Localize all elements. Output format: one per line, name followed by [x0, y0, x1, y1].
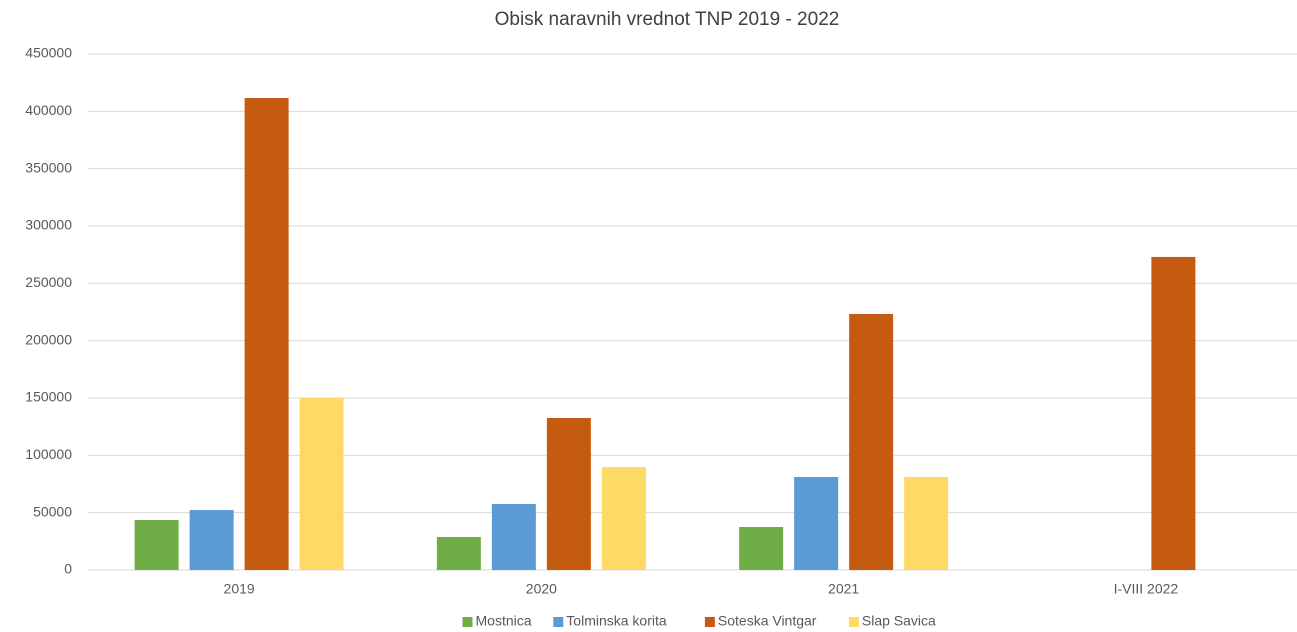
bar: [436, 536, 481, 570]
x-tick-label: 2019: [224, 581, 255, 597]
legend-swatch: [462, 617, 473, 627]
legend-label: Tolminska korita: [566, 613, 667, 629]
bar: [849, 313, 894, 570]
x-tick-label: I-VIII 2022: [1114, 581, 1179, 597]
y-tick-label: 200000: [25, 331, 72, 347]
chart-title: Obisk naravnih vrednot TNP 2019 - 2022: [495, 9, 840, 30]
legend-swatch: [704, 617, 715, 627]
y-tick-label: 0: [64, 561, 72, 577]
x-tick-label: 2021: [828, 581, 859, 597]
bar: [546, 417, 591, 570]
bar: [244, 98, 289, 571]
bar: [1151, 256, 1196, 570]
y-tick-label: 300000: [25, 217, 72, 233]
bar: [299, 398, 344, 570]
legend-label: Mostnica: [476, 613, 532, 629]
y-tick-label: 450000: [25, 45, 72, 61]
bar: [794, 477, 839, 570]
y-tick-label: 150000: [25, 389, 72, 405]
y-tick-label: 350000: [25, 159, 72, 175]
y-tick-label: 400000: [25, 102, 72, 118]
bar: [189, 510, 234, 570]
bar: [134, 520, 179, 570]
y-tick-label: 250000: [25, 274, 72, 290]
legend-label: Slap Savica: [862, 613, 936, 629]
legend-swatch: [848, 617, 859, 627]
y-tick-label: 50000: [33, 503, 72, 519]
bar: [491, 503, 536, 570]
bar: [601, 467, 646, 570]
x-tick-label: 2020: [526, 581, 557, 597]
legend-swatch: [553, 617, 564, 627]
bar: [739, 527, 784, 570]
y-tick-label: 100000: [25, 446, 72, 462]
legend-label: Soteska Vintgar: [718, 613, 817, 629]
bar: [904, 477, 949, 570]
